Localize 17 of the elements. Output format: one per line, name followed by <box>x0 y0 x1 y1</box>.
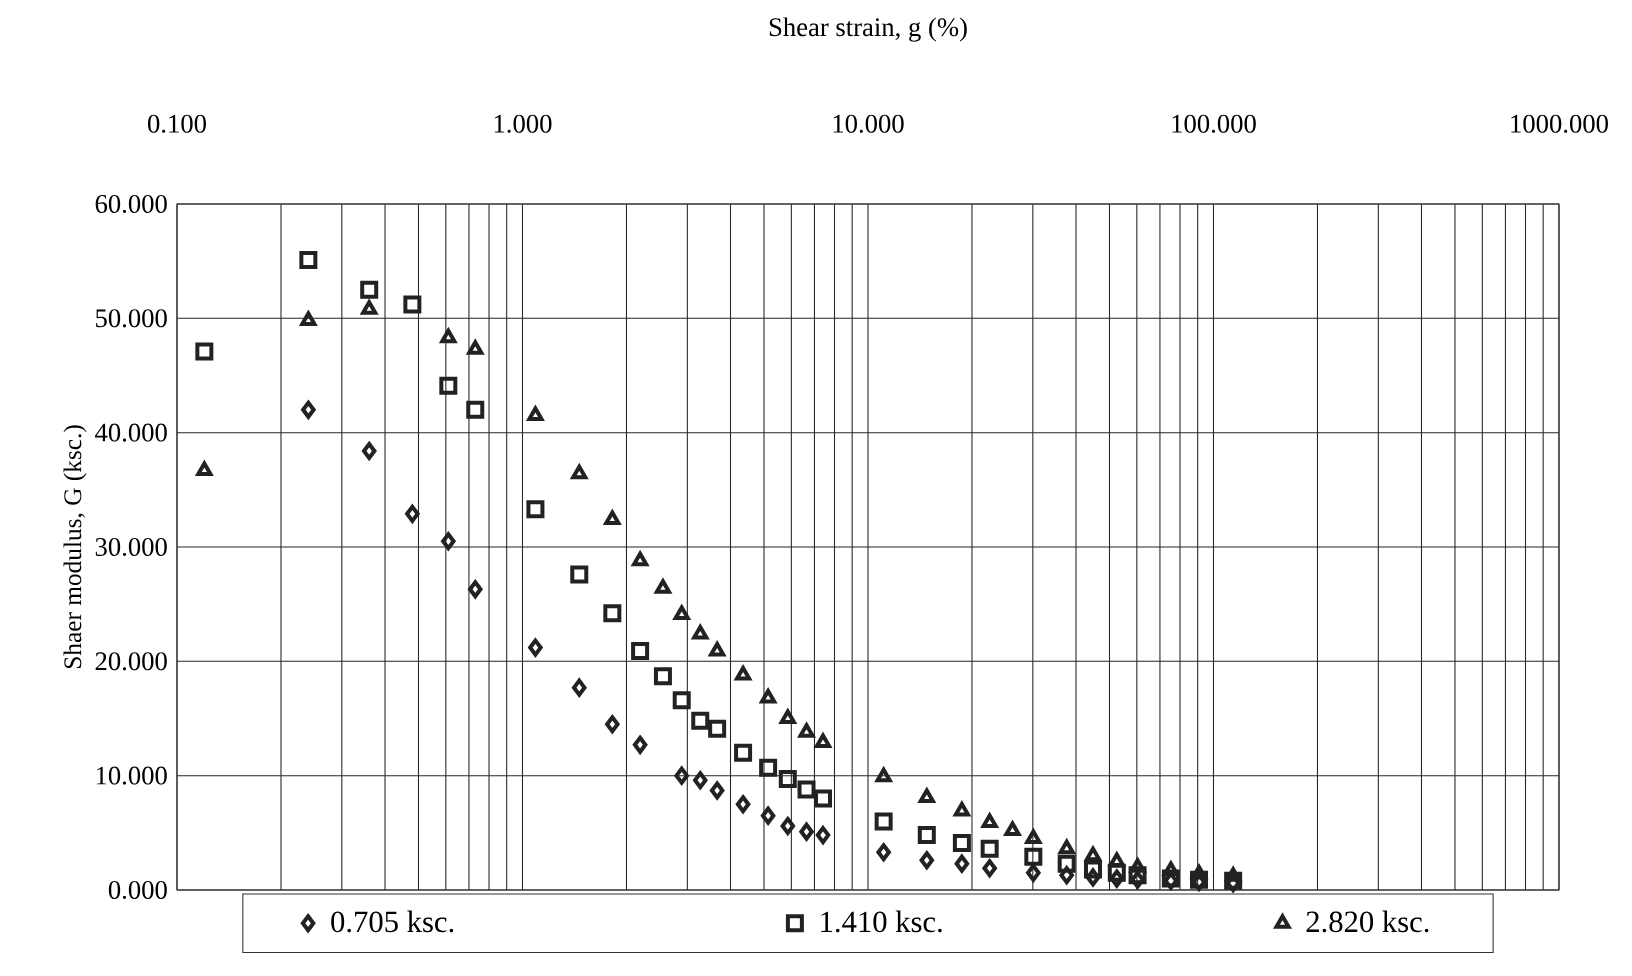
y-tick-label: 50.000 <box>96 309 167 328</box>
legend-label: 0.705 ksc. <box>331 910 454 933</box>
x-tick-label: 0.100 <box>148 114 206 133</box>
x-axis-title: Shear strain, g (%) <box>769 17 967 42</box>
y-tick-label: 20.000 <box>95 652 167 671</box>
y-tick-label: 40.000 <box>95 423 167 442</box>
y-tick-label: 0.000 <box>108 880 167 900</box>
x-tick-label: 1000.000 <box>1511 114 1608 133</box>
x-tick-label: 10.000 <box>833 114 904 133</box>
x-tick-label: 100.000 <box>1172 114 1256 133</box>
x-tick-label: 1.000 <box>494 114 552 133</box>
y-axis-title: Shaer modulus, G (ksc.) <box>63 425 87 669</box>
y-tick-label: 60.000 <box>95 194 167 214</box>
y-tick-label: 10.000 <box>96 766 167 785</box>
y-tick-label: 30.000 <box>95 537 167 557</box>
legend-label: 2.820 ksc. <box>1306 910 1429 933</box>
legend-label: 1.410 ksc. <box>821 910 942 933</box>
